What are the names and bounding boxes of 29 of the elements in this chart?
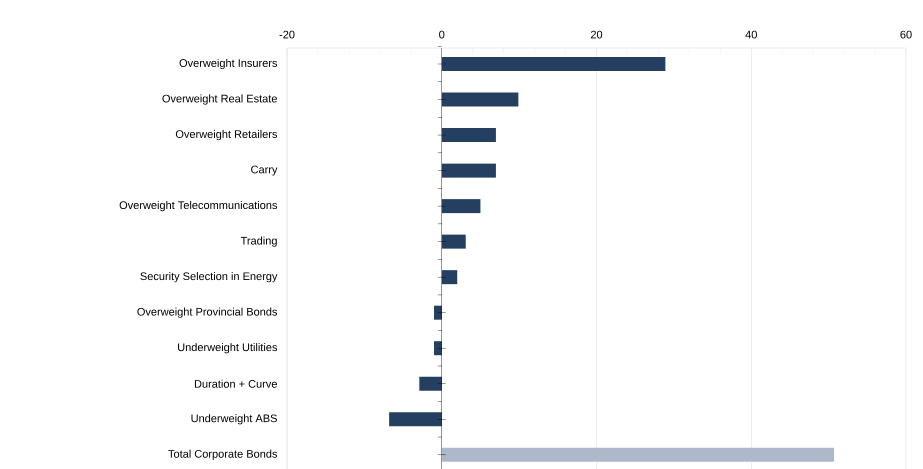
y-tick-label: Overweight Provincial Bonds [137,308,278,318]
y-tick-label: Security Selection in Energy [140,272,278,282]
bar [419,376,442,391]
bar [442,448,834,462]
bar [434,341,442,356]
bar [434,306,442,320]
x-tick-label: 60 [900,30,912,38]
y-tick-label: Underweight ABS [191,414,277,424]
y-tick-label: Carry [251,166,278,176]
x-tick-label: 0 [439,30,444,38]
y-tick-label: Overweight Real Estate [162,94,277,105]
bar [442,92,518,107]
bar [442,56,666,71]
bar [442,234,466,249]
bar [442,128,496,142]
y-tick-label: Overweight Insurers [180,58,278,70]
x-tick-label: -20 [280,30,295,38]
y-tick-label: Duration + Curve [194,380,277,388]
y-tick-label: Overweight Retailers [176,130,278,140]
bar [389,412,442,426]
y-tick-label: Trading [240,236,277,247]
bar [442,270,458,284]
y-tick-label: Total Corporate Bonds [168,450,278,460]
y-tick-label: Underweight Utilities [178,343,278,354]
x-tick-label: 40 [745,30,757,38]
bar [442,164,496,178]
bar [442,199,480,214]
y-tick-label: Overweight Telecommunications [120,200,278,212]
x-tick-label: 20 [590,30,602,38]
